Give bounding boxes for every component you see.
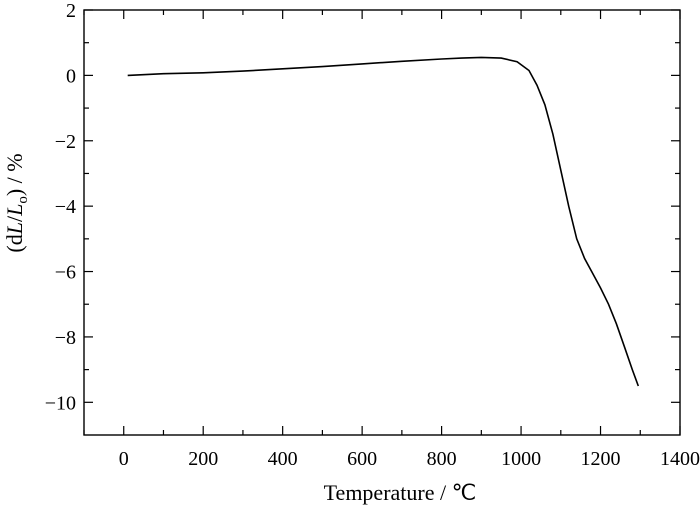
x-tick-label: 1400 (660, 448, 700, 470)
plot-frame (83, 9, 681, 436)
y-tick-labels: 2 0 −2 −4 −6 −8 −10 (45, 0, 76, 414)
axis-ticks (83, 9, 681, 435)
y-axis-title-part-2: L (2, 222, 27, 235)
y-tick-label: −8 (55, 327, 76, 349)
y-tick-label: −4 (55, 196, 76, 218)
x-tick-label: 0 (119, 448, 129, 470)
x-tick-label: 1000 (501, 448, 541, 470)
y-tick-label: −2 (55, 131, 76, 153)
y-axis-title-part-4: L (2, 204, 27, 217)
x-tick-labels: 0 200 400 600 800 1000 1200 1400 (119, 448, 700, 470)
y-axis-title-part-1: (d (2, 234, 27, 252)
x-tick-label: 800 (427, 448, 457, 470)
y-tick-label: 0 (66, 65, 76, 87)
x-tick-label: 1200 (581, 448, 621, 470)
y-axis-title-part-3: / (2, 215, 27, 222)
series-line (127, 56, 640, 387)
x-tick-label: 600 (347, 448, 377, 470)
x-tick-label: 400 (268, 448, 298, 470)
y-tick-label: 2 (66, 0, 76, 22)
y-axis-title-subscript: o (15, 196, 31, 204)
y-axis-title-part-6: ) / % (2, 153, 27, 196)
x-axis-title: Temperature / ℃ (324, 480, 477, 505)
y-axis-title: (dL/Lo) / % (2, 153, 31, 252)
y-tick-label: −6 (55, 262, 76, 284)
y-tick-label: −10 (45, 392, 76, 414)
x-tick-label: 200 (188, 448, 218, 470)
